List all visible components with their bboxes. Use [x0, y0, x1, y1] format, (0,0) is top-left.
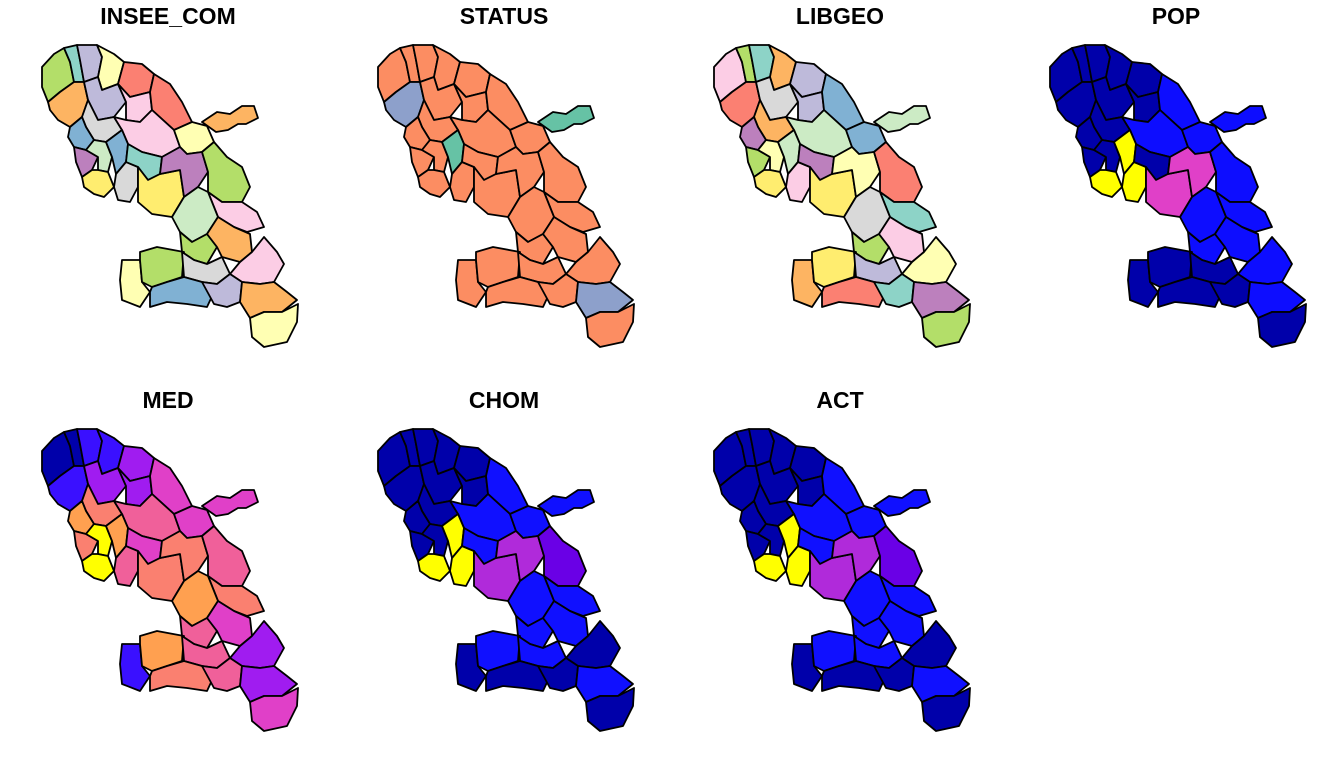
commune-polygon: [81, 169, 115, 198]
commune-polygon: [1089, 169, 1123, 198]
commune-polygon: [831, 146, 881, 198]
commune-polygons: [713, 44, 971, 348]
commune-polygon: [417, 553, 451, 582]
commune-polygons: [41, 44, 299, 348]
commune-polygons: [41, 428, 299, 732]
commune-polygon: [81, 553, 115, 582]
commune-polygon: [921, 303, 971, 348]
commune-polygons: [377, 428, 635, 732]
commune-polygons: [1049, 44, 1307, 348]
panel-title: INSEE_COM: [100, 3, 236, 29]
commune-polygon: [159, 530, 209, 582]
commune-polygons: [713, 428, 971, 732]
map-panel-med: MED: [0, 384, 336, 768]
commune-polygon: [239, 281, 298, 319]
commune-polygon: [85, 139, 113, 173]
commune-polygon: [575, 281, 634, 319]
commune-polygon: [249, 687, 299, 732]
map-canvas: [41, 44, 299, 348]
commune-polygon: [575, 665, 634, 703]
commune-polygon: [421, 139, 449, 173]
commune-polygon: [1209, 141, 1259, 203]
commune-polygon: [753, 169, 787, 198]
commune-polygon: [873, 525, 923, 587]
commune-polygon: [537, 141, 587, 203]
commune-polygon: [421, 523, 449, 557]
map-canvas: [1049, 44, 1307, 348]
commune-polygon: [1247, 281, 1306, 319]
panel-title: CHOM: [468, 387, 540, 413]
map-canvas: [41, 428, 299, 732]
commune-polygon: [201, 489, 259, 517]
commune-polygon: [921, 687, 971, 732]
commune-polygon: [537, 525, 587, 587]
commune-polygon: [417, 169, 451, 198]
panel-title: ACT: [816, 387, 864, 413]
commune-polygons: [377, 44, 635, 348]
commune-polygon: [585, 303, 635, 348]
commune-polygon: [753, 553, 787, 582]
commune-polygon: [831, 530, 881, 582]
commune-polygon: [757, 523, 785, 557]
map-canvas: [377, 428, 635, 732]
commune-polygon: [1167, 146, 1217, 198]
panel-title: LIBGEO: [795, 3, 885, 29]
map-canvas: [377, 44, 635, 348]
commune-polygon: [495, 146, 545, 198]
commune-polygon: [85, 523, 113, 557]
map-panel-chom: CHOM: [336, 384, 672, 768]
commune-polygon: [911, 281, 970, 319]
map-canvas: [713, 428, 971, 732]
commune-polygon: [249, 303, 299, 348]
commune-polygon: [911, 665, 970, 703]
commune-polygon: [239, 665, 298, 703]
commune-polygon: [201, 525, 251, 587]
map-panel-pop: POP: [1008, 0, 1344, 384]
commune-polygon: [537, 489, 595, 517]
panel-title: STATUS: [459, 3, 549, 29]
commune-polygon: [757, 139, 785, 173]
map-panel-insee-com: INSEE_COM: [0, 0, 336, 384]
map-canvas: [713, 44, 971, 348]
commune-polygon: [1257, 303, 1307, 348]
commune-polygon: [1093, 139, 1121, 173]
commune-polygon: [873, 141, 923, 203]
commune-polygon: [201, 105, 259, 133]
map-panel-libgeo: LIBGEO: [672, 0, 1008, 384]
commune-polygon: [1209, 105, 1267, 133]
map-panel-status: STATUS: [336, 0, 672, 384]
commune-polygon: [585, 687, 635, 732]
commune-polygon: [873, 105, 931, 133]
commune-polygon: [537, 105, 595, 133]
panel-title: MED: [142, 387, 194, 413]
panel-title: POP: [1151, 3, 1201, 29]
commune-polygon: [873, 489, 931, 517]
commune-polygon: [201, 141, 251, 203]
commune-polygon: [495, 530, 545, 582]
commune-polygon: [159, 146, 209, 198]
map-panel-act: ACT: [672, 384, 1008, 768]
